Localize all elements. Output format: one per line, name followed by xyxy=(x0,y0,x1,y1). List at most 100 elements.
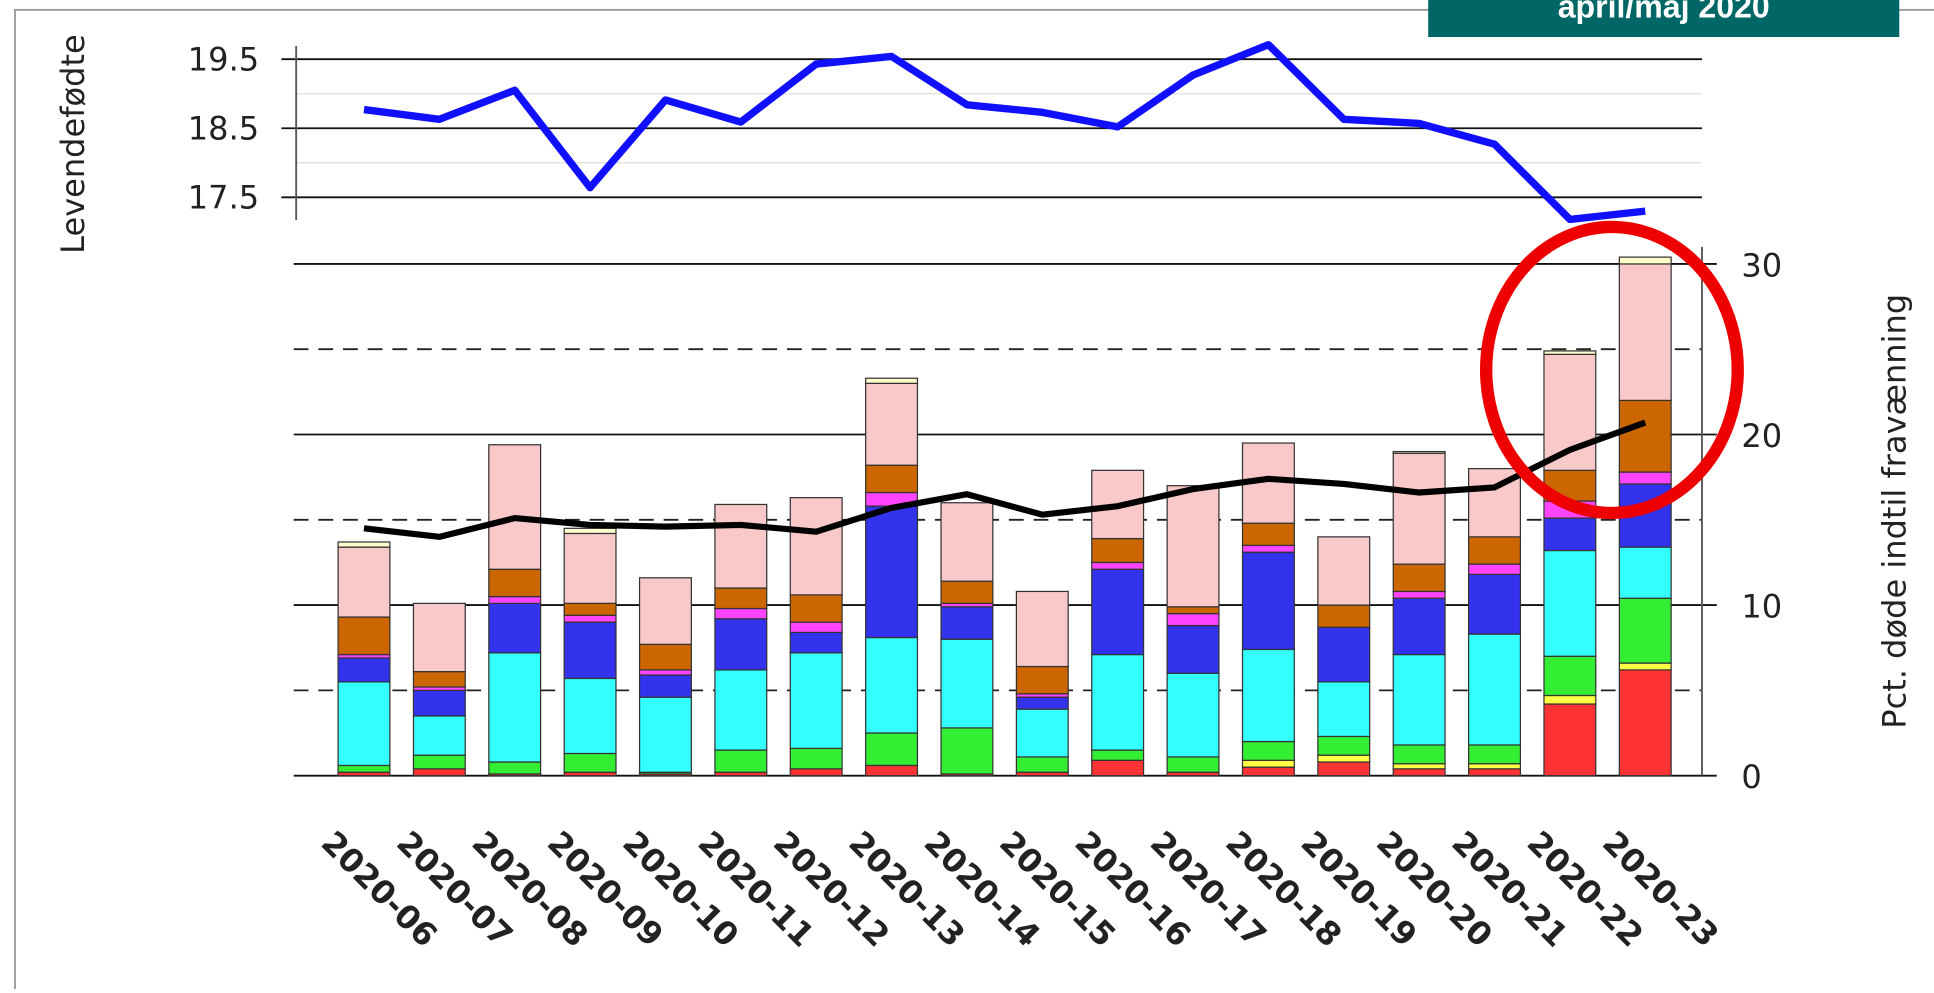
bar-segment xyxy=(1241,544,1295,553)
banner xyxy=(1428,0,1900,37)
bar-segment xyxy=(1392,450,1446,454)
y-axis-title: Pct. døde indtil fravænning xyxy=(1875,294,1913,729)
bar-segment xyxy=(1618,399,1672,473)
bar-segment xyxy=(563,752,617,773)
bar-segment xyxy=(412,670,466,688)
bar-segment xyxy=(488,652,542,763)
y-tick-label: 20 xyxy=(1741,417,1782,455)
bar-segment xyxy=(488,602,542,654)
bar-segment xyxy=(638,577,692,645)
bar-segment xyxy=(488,444,542,570)
bar-segment xyxy=(940,580,994,604)
bar-segment xyxy=(1467,536,1522,565)
line-series xyxy=(363,40,1646,224)
bar-segment xyxy=(563,677,617,755)
bar-segment xyxy=(1015,665,1069,695)
bar-segment xyxy=(1543,655,1597,697)
bar-segment xyxy=(714,587,768,610)
bar-segment xyxy=(1392,590,1446,599)
bar-segment xyxy=(714,607,768,620)
bar-segment xyxy=(1241,522,1295,547)
frame xyxy=(14,8,1934,993)
bar-segment xyxy=(789,747,843,770)
bar-segment xyxy=(1166,756,1220,773)
bar-segment xyxy=(940,606,994,640)
bar-segment xyxy=(488,568,542,598)
bar-segment xyxy=(1467,573,1522,635)
bar-segment xyxy=(865,377,919,384)
y-axis-title: Levendefødte xyxy=(54,34,92,254)
bar-segment xyxy=(1392,597,1446,656)
bar-segment xyxy=(1317,681,1371,738)
bar-segment xyxy=(638,696,692,773)
bar-segment xyxy=(940,638,994,729)
bar-segment xyxy=(337,546,391,618)
bar-segment xyxy=(1467,744,1522,765)
bar-segment xyxy=(714,503,768,589)
bar-segment xyxy=(1091,653,1145,751)
bar-segment xyxy=(337,764,391,773)
bar-segment xyxy=(337,657,391,683)
bar-segment xyxy=(1241,648,1295,743)
bar-segment xyxy=(1618,256,1672,265)
bar-segment xyxy=(940,727,994,775)
bar-segment xyxy=(638,669,692,676)
bar-segment xyxy=(1618,669,1672,777)
bar-segment xyxy=(714,618,768,671)
bar-segment xyxy=(1317,626,1371,683)
bar-segment xyxy=(638,643,692,671)
bar-segment xyxy=(1392,653,1446,746)
bar-segment xyxy=(940,502,994,582)
bar-segment xyxy=(1467,563,1522,576)
bar-segment xyxy=(1618,597,1672,664)
line-series xyxy=(363,419,1647,540)
bar-segment xyxy=(412,715,466,756)
bar-segment xyxy=(789,621,843,633)
bar-segment xyxy=(563,532,617,604)
bar-segment xyxy=(1015,756,1069,773)
banner-text: april/maj 2020 xyxy=(1558,0,1770,24)
bar-segment xyxy=(1015,696,1069,710)
bar-segment xyxy=(1241,766,1295,777)
bar-segment xyxy=(865,382,919,466)
bar-segment xyxy=(865,505,919,639)
bar-segment xyxy=(1543,350,1597,355)
bar-segment xyxy=(789,594,843,623)
bar-segment xyxy=(563,527,617,535)
bar-segment xyxy=(789,652,843,749)
bar-segment xyxy=(714,749,768,773)
bar-segment xyxy=(1317,735,1371,756)
bar-segment xyxy=(1091,568,1145,656)
bar-segment xyxy=(1392,763,1446,770)
bar-segment xyxy=(1091,537,1145,564)
bar-segment xyxy=(1015,708,1069,758)
bar-segment xyxy=(1166,624,1220,674)
y-tick-label: 19.5 xyxy=(188,40,259,78)
y-tick-label: 30 xyxy=(1741,246,1782,284)
bar-segment xyxy=(1091,561,1145,570)
bar-segment xyxy=(1543,549,1597,657)
y-tick-label: 17.5 xyxy=(188,178,259,216)
highlight-ellipse xyxy=(1479,220,1744,520)
bar-segment xyxy=(337,541,391,548)
bar-segment xyxy=(1392,563,1446,593)
bar-segment xyxy=(865,464,919,494)
bar-segment xyxy=(488,761,542,775)
bar-segment xyxy=(563,621,617,680)
bar-segment xyxy=(1241,759,1295,768)
bar-segment xyxy=(1166,672,1220,758)
bar-segment xyxy=(789,768,843,777)
bar-segment xyxy=(1317,536,1371,606)
bar-segment xyxy=(1317,604,1371,628)
bar-segment xyxy=(865,732,919,767)
bar-segment xyxy=(1241,740,1295,761)
bar-segment xyxy=(1166,612,1220,627)
bar-segment xyxy=(1241,551,1295,651)
bar-segment xyxy=(563,614,617,623)
bar-segment xyxy=(638,674,692,698)
bar-segment xyxy=(1166,606,1220,615)
bar-segment xyxy=(1618,263,1672,402)
bar-segment xyxy=(789,631,843,654)
